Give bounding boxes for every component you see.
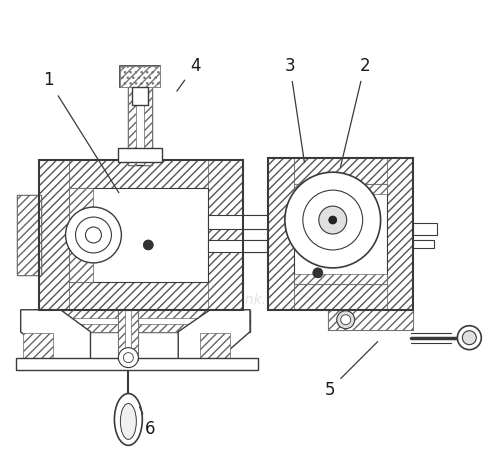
Bar [294,274,386,284]
Bar [16,358,258,370]
Bar [268,158,412,184]
Bar [328,310,412,330]
Bar [294,184,386,284]
Bar [144,86,152,165]
Circle shape [336,311,354,329]
Circle shape [76,217,112,253]
Bar [132,87,148,106]
Bar [38,160,243,188]
Bar [208,240,268,252]
Bar [22,332,52,359]
Bar [128,86,152,165]
Bar [16,195,40,275]
Bar [20,310,250,318]
Bar [68,188,208,282]
Bar [20,324,250,332]
Text: 5: 5 [324,342,378,399]
Circle shape [66,207,122,263]
Circle shape [303,190,362,250]
Ellipse shape [114,393,142,445]
Bar [208,215,268,229]
Bar [16,195,40,275]
Text: metaltank.com.ua: metaltank.com.ua [192,293,318,307]
Bar [120,66,160,87]
Circle shape [285,172,380,268]
Text: 4: 4 [177,57,201,91]
Bar [386,158,412,310]
Bar [412,223,438,235]
Bar [412,240,434,248]
Bar [118,148,162,162]
Polygon shape [178,310,250,359]
Circle shape [319,206,346,234]
Circle shape [458,326,481,350]
Bar [120,66,160,87]
Circle shape [124,352,134,363]
Circle shape [144,240,154,250]
Bar [68,188,94,282]
Bar [118,310,139,359]
Circle shape [313,268,323,278]
Circle shape [86,227,102,243]
Text: 6: 6 [140,407,156,438]
Bar [38,282,243,310]
Bar [38,160,243,310]
Polygon shape [118,410,138,441]
Circle shape [329,216,336,224]
Text: 2: 2 [340,57,370,167]
Text: 1: 1 [44,72,119,193]
Bar [268,284,412,310]
Polygon shape [20,310,90,359]
Bar [328,310,412,330]
Bar [268,158,412,310]
Circle shape [462,331,476,345]
Bar [268,158,294,310]
Bar [38,160,68,310]
Bar [20,310,250,332]
Bar [200,332,230,359]
Bar [128,86,136,165]
Ellipse shape [120,404,136,439]
Bar [208,160,243,310]
Text: 3: 3 [284,57,304,162]
Bar [132,310,138,359]
Circle shape [340,315,350,325]
Bar [294,184,386,194]
Circle shape [118,348,139,368]
Bar [118,310,126,359]
